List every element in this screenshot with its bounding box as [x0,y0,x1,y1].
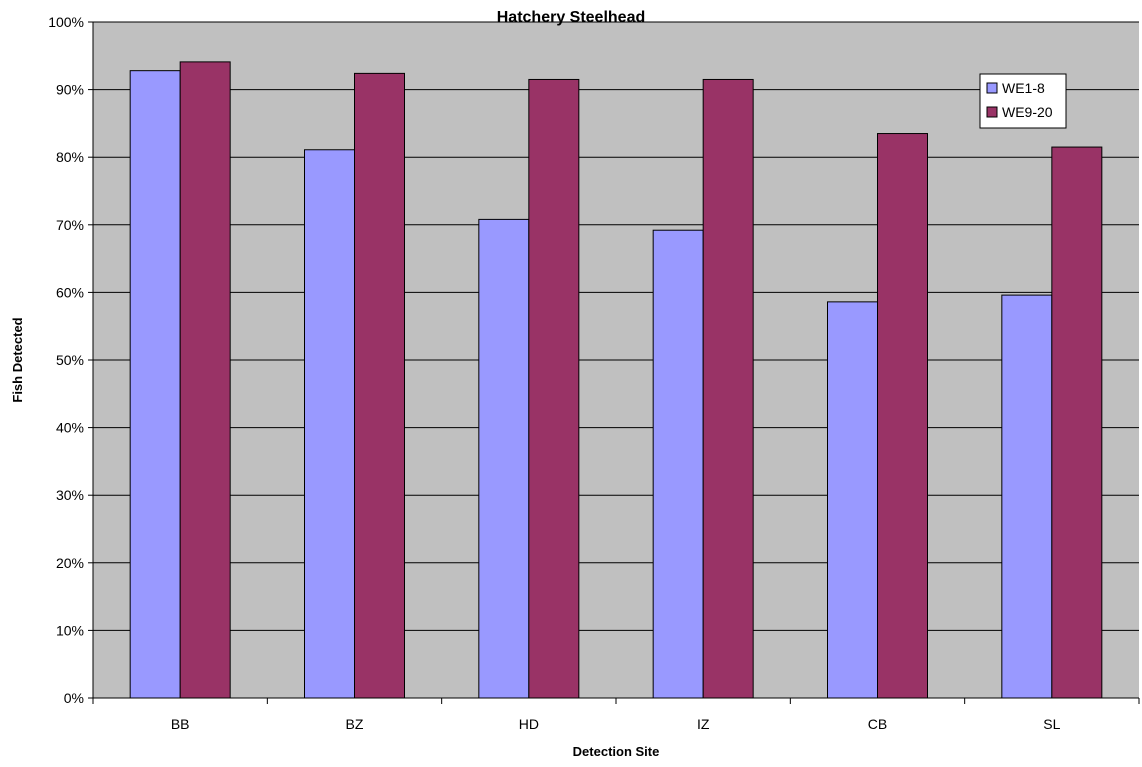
y-tick-label: 80% [56,149,84,165]
bars [129,61,1103,699]
y-tick-labels: 0% 10% 20% 30% 40% 50% 60% 70% 80% 90% 100% [48,14,84,706]
chart-title: Hatchery Steelhead [497,9,646,26]
x-axis-title: Detection Site [573,744,660,759]
y-tick-label: 90% [56,82,84,98]
y-tick-label: 40% [56,420,84,436]
x-tick-label: BZ [346,716,364,732]
x-tick-label: HD [519,716,539,732]
y-tick-label: 70% [56,217,84,233]
x-tick-label: BB [171,716,190,732]
y-tick-label: 60% [56,284,84,300]
legend: WE1-8 WE9-20 [979,73,1067,129]
bar-we1-8-sl [1001,294,1053,699]
legend-swatch [986,106,998,118]
gridlines [93,21,1139,631]
bar-we9-20-bz [354,72,405,699]
bar-we9-20-sl [1051,146,1103,699]
legend-label: WE1-8 [1002,80,1045,96]
x-tick-label: CB [868,716,887,732]
x-tick-label: IZ [697,716,710,732]
bar-we1-8-cb [827,301,878,699]
bar-we1-8-bb [129,70,181,699]
bar-we9-20-bb [179,61,231,699]
x-tick-label: SL [1043,716,1060,732]
y-tick-label: 50% [56,352,84,368]
y-tick-label: 100% [48,14,84,30]
bar-we1-8-hd [478,218,530,699]
axes [88,21,1140,704]
bar-we1-8-iz [652,229,704,699]
bar-we9-20-hd [528,78,580,699]
y-tick-label: 30% [56,487,84,503]
bar-we9-20-cb [877,133,928,699]
y-tick-label: 10% [56,622,84,638]
y-tick-label: 0% [64,690,84,706]
x-tick-labels: BB BZ HD IZ CB SL [171,716,1061,732]
y-tick-label: 20% [56,555,84,571]
y-axis-title: Fish Detected [10,317,25,402]
bar-we9-20-iz [702,78,754,699]
legend-swatch [986,82,998,94]
legend-label: WE9-20 [1002,104,1053,120]
bar-we1-8-bz [304,149,355,699]
